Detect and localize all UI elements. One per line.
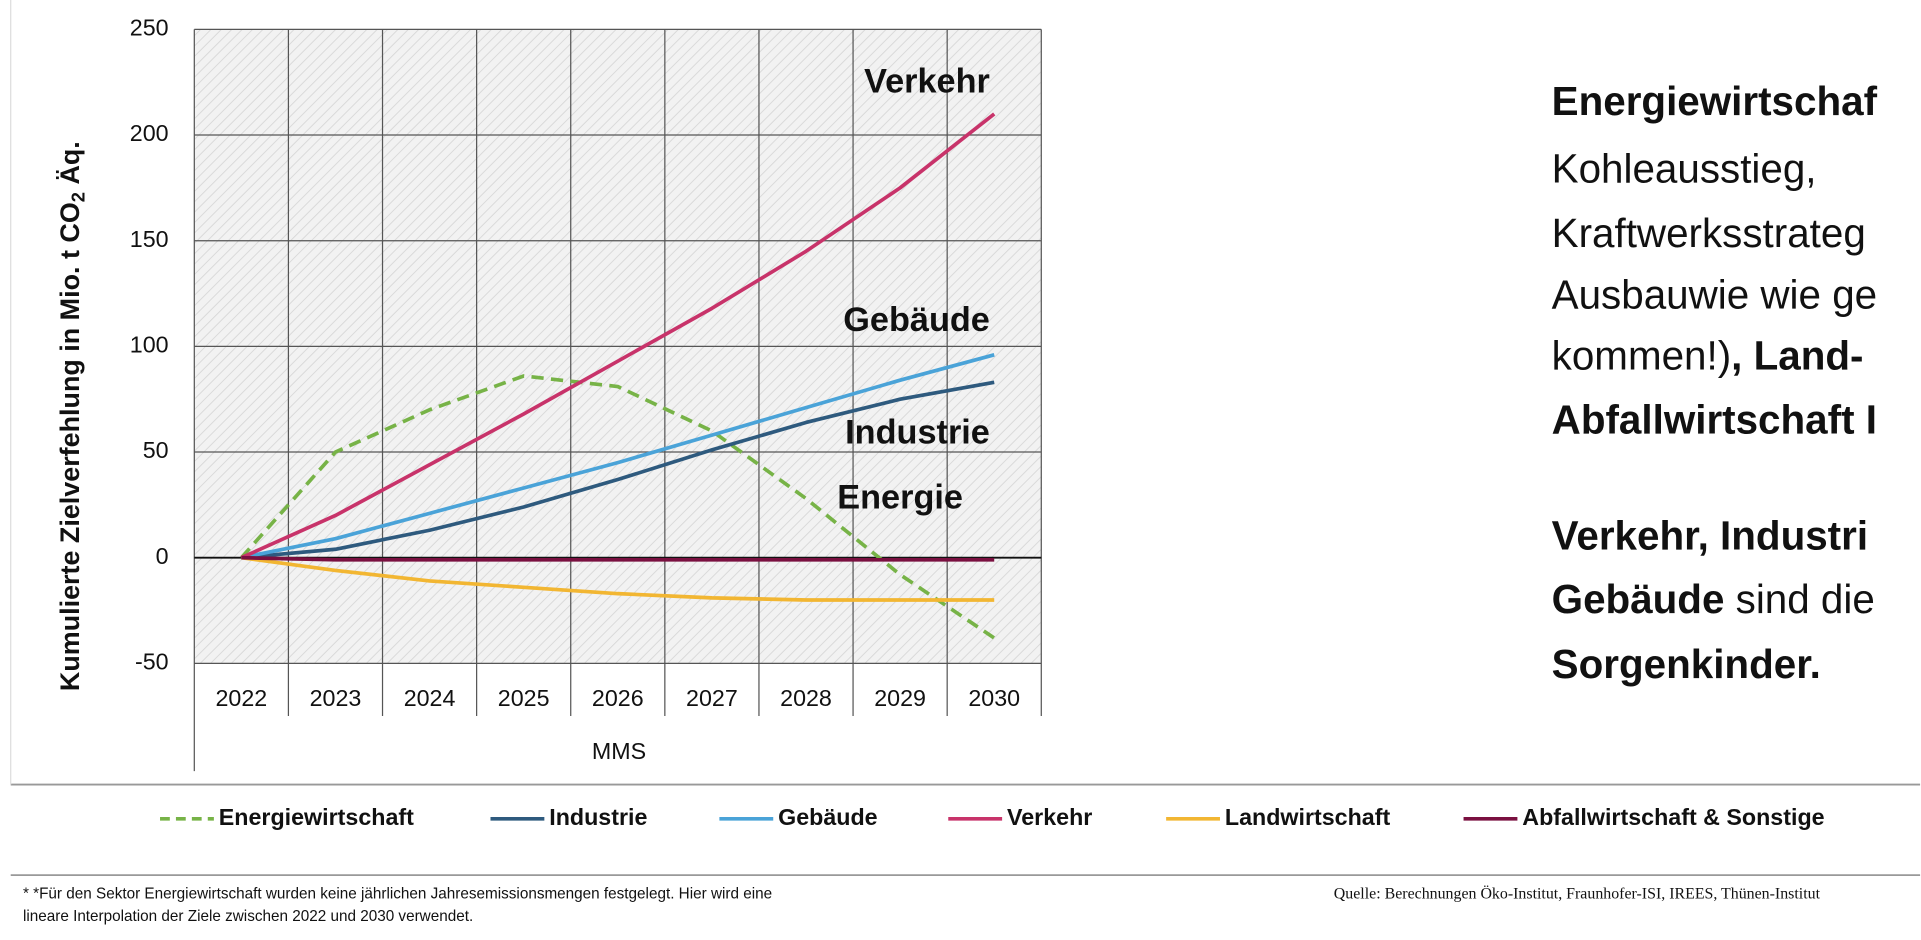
side-text-segment: Ausbauwie wie ge xyxy=(1552,271,1877,317)
y-tick-label: 150 xyxy=(130,226,169,252)
y-tick-label: 250 xyxy=(130,15,169,41)
side-text-line: Verkehr, Industri xyxy=(1552,512,1868,558)
annotation: Industrie xyxy=(845,414,990,452)
annotation: Gebäude xyxy=(843,301,990,339)
legend-label: Industrie xyxy=(549,804,647,830)
side-text-segment: Sorgenkinder. xyxy=(1552,641,1821,687)
annotation: Verkehr xyxy=(864,62,990,100)
side-text-segment: sind die xyxy=(1724,576,1874,622)
side-text-line: Ausbauwie wie ge xyxy=(1552,271,1877,317)
series-line xyxy=(241,555,995,562)
legend-label: Verkehr xyxy=(1007,804,1092,830)
x-axis-label: MMS xyxy=(592,738,646,764)
y-tick-label: 100 xyxy=(130,332,169,358)
side-text-line: Kohleausstieg, xyxy=(1552,145,1817,191)
y-tick-label: -50 xyxy=(135,649,169,675)
source: Quelle: Berechnungen Öko-Institut, Fraun… xyxy=(1334,884,1821,902)
legend-label: Landwirtschaft xyxy=(1225,804,1391,830)
side-text-line: Energiewirtschaf xyxy=(1552,78,1878,124)
legend-label: Energiewirtschaft xyxy=(219,804,414,830)
side-text-segment: Kohleausstieg, xyxy=(1552,145,1817,191)
side-text-line: Kraftwerksstrateg xyxy=(1552,210,1866,256)
series-line xyxy=(241,555,995,602)
side-text-line: Gebäude sind die xyxy=(1552,576,1875,622)
y-tick-label: 50 xyxy=(143,437,169,463)
x-tick-label: 2030 xyxy=(968,685,1020,711)
annotation: Energie xyxy=(837,478,963,516)
side-text-segment: Verkehr, Industri xyxy=(1552,512,1868,558)
side-text-segment: kommen!) xyxy=(1552,332,1731,378)
x-tick-label: 2029 xyxy=(874,685,926,711)
x-tick-label: 2025 xyxy=(498,685,550,711)
x-tick-label: 2024 xyxy=(404,685,456,711)
side-text-segment: Energiewirtschaf xyxy=(1552,78,1878,124)
y-tick-label: 200 xyxy=(130,120,169,146)
x-tick-label: 2023 xyxy=(310,685,362,711)
side-text-line: Abfallwirtschaft I xyxy=(1552,396,1877,442)
y-axis-label: Kumulierte Zielverfehlung in Mio. t CO2 … xyxy=(55,141,88,691)
series-line xyxy=(240,112,996,560)
legend-label: Gebäude xyxy=(778,804,878,830)
side-text-line: kommen!), Land- xyxy=(1552,332,1864,378)
y-axis-label-sub: 2 xyxy=(67,192,88,202)
x-tick-label: 2022 xyxy=(215,685,267,711)
series-line xyxy=(239,374,996,640)
side-text-segment: , Land- xyxy=(1731,332,1863,378)
series-line xyxy=(240,353,995,560)
footnote: lineare Interpolation der Ziele zwischen… xyxy=(23,908,473,925)
side-text-line: Sorgenkinder. xyxy=(1552,641,1821,687)
footnote: * *Für den Sektor Energiewirtschaft wurd… xyxy=(23,886,772,903)
x-tick-label: 2026 xyxy=(592,685,644,711)
legend-label: Abfallwirtschaft & Sonstige xyxy=(1522,804,1824,830)
y-tick-label: 0 xyxy=(156,543,169,569)
y-axis-label-part: Äq. xyxy=(55,141,85,192)
x-tick-label: 2028 xyxy=(780,685,832,711)
y-axis-label-part: Kumulierte Zielverfehlung in Mio. t CO xyxy=(55,202,85,691)
x-tick-label: 2027 xyxy=(686,685,738,711)
side-text-segment: Kraftwerksstrateg xyxy=(1552,210,1866,256)
series-line xyxy=(241,380,995,560)
side-text-segment: Abfallwirtschaft I xyxy=(1552,396,1877,442)
side-text-segment: Gebäude xyxy=(1552,576,1725,622)
